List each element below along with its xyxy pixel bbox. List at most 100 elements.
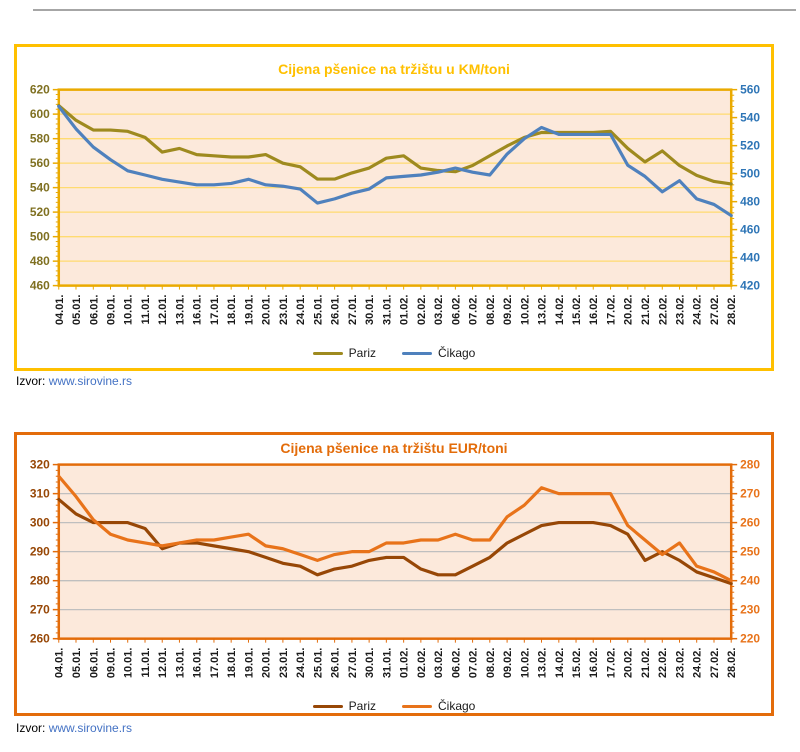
- svg-text:600: 600: [30, 107, 50, 121]
- svg-text:30.01.: 30.01.: [364, 648, 376, 678]
- svg-text:06.01.: 06.01.: [88, 648, 100, 678]
- eur-chart-title: Cijena pšenice na tržištu EUR/toni: [280, 440, 508, 456]
- svg-text:27.01.: 27.01.: [347, 295, 359, 325]
- svg-text:19.01.: 19.01.: [243, 648, 255, 678]
- svg-text:280: 280: [740, 458, 760, 472]
- svg-text:270: 270: [740, 487, 760, 501]
- svg-text:16.01.: 16.01.: [192, 648, 204, 678]
- legend-item-pariz: Pariz: [312, 346, 376, 360]
- svg-text:08.02.: 08.02.: [485, 295, 497, 325]
- km-chart-legend: Pariz Čikago: [17, 343, 771, 363]
- svg-text:06.02.: 06.02.: [450, 648, 462, 678]
- svg-text:05.01.: 05.01.: [71, 295, 83, 325]
- svg-text:20.02.: 20.02.: [623, 648, 635, 678]
- svg-text:540: 540: [30, 181, 50, 195]
- svg-text:220: 220: [740, 632, 760, 646]
- svg-text:580: 580: [30, 132, 50, 146]
- svg-text:16.01.: 16.01.: [192, 295, 204, 325]
- svg-text:09.01.: 09.01.: [105, 648, 117, 678]
- svg-text:16.02.: 16.02.: [588, 295, 600, 325]
- svg-text:24.01.: 24.01.: [295, 648, 307, 678]
- svg-text:310: 310: [30, 487, 50, 501]
- svg-text:460: 460: [30, 279, 50, 293]
- svg-text:02.02.: 02.02.: [416, 648, 428, 678]
- source-link[interactable]: www.sirovine.rs: [48, 374, 133, 388]
- svg-text:25.01.: 25.01.: [312, 295, 324, 325]
- eur-chart-frame: Cijena pšenice na tržištu EUR/toni 320 31…: [14, 432, 774, 716]
- cikago-line-swatch: [401, 704, 432, 708]
- svg-text:28.02.: 28.02.: [726, 295, 738, 325]
- svg-text:19.01.: 19.01.: [243, 295, 255, 325]
- svg-text:07.02.: 07.02.: [468, 648, 480, 678]
- svg-text:500: 500: [30, 230, 50, 244]
- svg-text:260: 260: [740, 516, 760, 530]
- source-line-eur: Izvor: www.sirovine.rs: [16, 721, 132, 735]
- svg-text:23.01.: 23.01.: [278, 295, 290, 325]
- svg-text:24.02.: 24.02.: [692, 295, 704, 325]
- svg-text:21.02.: 21.02.: [640, 648, 652, 678]
- svg-text:07.02.: 07.02.: [468, 295, 480, 325]
- svg-text:260: 260: [30, 632, 50, 646]
- svg-text:280: 280: [30, 574, 50, 588]
- svg-text:27.01.: 27.01.: [347, 648, 359, 678]
- page-divider-line: [33, 9, 796, 11]
- svg-text:31.01.: 31.01.: [381, 295, 393, 325]
- svg-text:04.01.: 04.01.: [54, 648, 66, 678]
- legend-label-cikago: Čikago: [437, 346, 476, 360]
- eur-chart-canvas: 320 310 300 290 280 270 260 280 270 260 250 240 230 2…: [30, 458, 761, 678]
- svg-text:13.01.: 13.01.: [174, 648, 186, 678]
- svg-text:300: 300: [30, 516, 50, 530]
- svg-text:24.02.: 24.02.: [692, 648, 704, 678]
- svg-text:08.02.: 08.02.: [485, 648, 497, 678]
- svg-text:14.02.: 14.02.: [554, 648, 566, 678]
- svg-text:23.01.: 23.01.: [278, 648, 290, 678]
- svg-text:12.01.: 12.01.: [157, 648, 169, 678]
- legend-label-cikago: Čikago: [437, 699, 476, 713]
- svg-text:26.01.: 26.01.: [330, 648, 342, 678]
- svg-text:02.02.: 02.02.: [416, 295, 428, 325]
- svg-text:27.02.: 27.02.: [709, 648, 721, 678]
- pariz-line-swatch: [312, 704, 343, 708]
- svg-text:09.02.: 09.02.: [502, 295, 514, 325]
- svg-text:23.02.: 23.02.: [674, 648, 686, 678]
- svg-text:09.02.: 09.02.: [502, 648, 514, 678]
- svg-text:22.02.: 22.02.: [657, 648, 669, 678]
- source-line-km: Izvor: www.sirovine.rs: [16, 374, 132, 388]
- svg-text:25.01.: 25.01.: [312, 648, 324, 678]
- legend-item-pariz: Pariz: [312, 699, 376, 713]
- svg-text:20.01.: 20.01.: [261, 295, 273, 325]
- svg-text:27.02.: 27.02.: [709, 295, 721, 325]
- svg-text:230: 230: [740, 603, 760, 617]
- svg-text:520: 520: [740, 139, 760, 153]
- legend-label-pariz: Pariz: [348, 699, 376, 713]
- svg-text:22.02.: 22.02.: [657, 295, 669, 325]
- source-link[interactable]: www.sirovine.rs: [48, 721, 133, 735]
- svg-text:10.02.: 10.02.: [519, 295, 531, 325]
- svg-text:460: 460: [740, 223, 760, 237]
- svg-text:04.01.: 04.01.: [54, 295, 66, 325]
- svg-text:560: 560: [30, 156, 50, 170]
- legend-item-cikago: Čikago: [401, 346, 476, 360]
- svg-text:13.02.: 13.02.: [536, 648, 548, 678]
- svg-text:420: 420: [740, 279, 760, 293]
- svg-text:20.01.: 20.01.: [261, 648, 273, 678]
- svg-text:270: 270: [30, 603, 50, 617]
- svg-text:01.02.: 01.02.: [399, 648, 411, 678]
- svg-text:20.02.: 20.02.: [623, 295, 635, 325]
- svg-text:16.02.: 16.02.: [588, 648, 600, 678]
- svg-text:560: 560: [740, 83, 760, 97]
- svg-text:290: 290: [30, 545, 50, 559]
- svg-text:01.02.: 01.02.: [399, 295, 411, 325]
- svg-text:03.02.: 03.02.: [433, 295, 445, 325]
- svg-text:13.01.: 13.01.: [174, 295, 186, 325]
- source-label: Izvor:: [16, 374, 46, 388]
- svg-text:10.01.: 10.01.: [123, 648, 135, 678]
- svg-text:620: 620: [30, 83, 50, 97]
- svg-text:14.02.: 14.02.: [554, 295, 566, 325]
- svg-text:320: 320: [30, 458, 50, 472]
- svg-text:10.01.: 10.01.: [123, 295, 135, 325]
- legend-label-pariz: Pariz: [348, 346, 376, 360]
- svg-text:480: 480: [740, 195, 760, 209]
- km-chart-canvas: 620 600 580 560 540 520 500 480 460 560 540 520 500 4…: [30, 83, 761, 325]
- legend-item-cikago: Čikago: [401, 699, 476, 713]
